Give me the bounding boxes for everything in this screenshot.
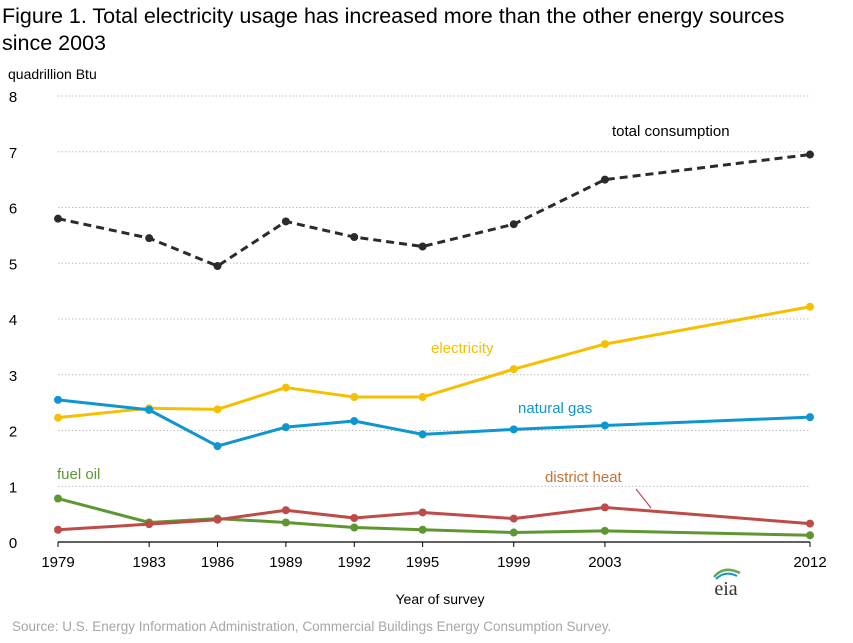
data-point-electricity-1992 bbox=[350, 393, 359, 402]
series-line-natural-gas bbox=[57, 398, 811, 448]
data-point-natural-gas-1989 bbox=[281, 423, 290, 432]
y-tick-label-8: 8 bbox=[9, 89, 17, 106]
series-line-electricity bbox=[57, 305, 811, 420]
data-point-total-consumption-2012 bbox=[806, 150, 814, 159]
data-point-total-consumption-1989 bbox=[281, 217, 290, 226]
data-point-fuel-oil-1992 bbox=[350, 523, 359, 532]
x-tick-label-2003: 2003 bbox=[588, 554, 621, 571]
data-point-fuel-oil-1999 bbox=[509, 528, 518, 537]
y-tick-label-7: 7 bbox=[9, 145, 17, 162]
data-point-electricity-2003 bbox=[600, 340, 609, 349]
x-axis-title: Year of survey bbox=[396, 591, 485, 607]
x-tick-label-1986: 1986 bbox=[201, 554, 234, 571]
data-point-district-heat-1999 bbox=[509, 514, 518, 523]
series-label-natural-gas: natural gas bbox=[518, 400, 592, 417]
data-point-fuel-oil-1995 bbox=[418, 525, 427, 534]
chart-title-line-1: Figure 1. Total electricity usage has in… bbox=[2, 4, 785, 28]
data-point-district-heat-2003 bbox=[600, 503, 609, 512]
series-label-total-consumption: total consumption bbox=[612, 123, 730, 140]
data-point-total-consumption-1992 bbox=[350, 233, 359, 242]
data-point-district-heat-2012 bbox=[806, 519, 814, 528]
eia-logo: eia bbox=[713, 568, 741, 599]
x-tick-label-1979: 1979 bbox=[41, 554, 74, 571]
y-tick-label-3: 3 bbox=[9, 368, 17, 385]
data-point-total-consumption-1995 bbox=[418, 242, 427, 251]
chart-title: Figure 1. Total electricity usage has in… bbox=[2, 3, 852, 57]
data-point-district-heat-1989 bbox=[281, 506, 290, 515]
data-point-district-heat-1979 bbox=[54, 525, 62, 534]
y-tick-label-5: 5 bbox=[9, 256, 17, 273]
data-point-electricity-1989 bbox=[281, 383, 290, 392]
series-line-total-consumption bbox=[57, 153, 811, 268]
x-tick-label-1999: 1999 bbox=[497, 554, 530, 571]
series-label-electricity: electricity bbox=[431, 340, 494, 357]
data-point-total-consumption-1983 bbox=[145, 234, 154, 243]
y-tick-label-4: 4 bbox=[9, 312, 17, 329]
data-point-natural-gas-2003 bbox=[600, 421, 609, 430]
series-line-fuel-oil bbox=[57, 497, 811, 537]
chart-title-line-2: since 2003 bbox=[2, 31, 106, 55]
x-tick-label-1989: 1989 bbox=[269, 554, 302, 571]
eia-logo-arc-blue bbox=[715, 572, 738, 580]
data-point-natural-gas-1992 bbox=[350, 417, 359, 426]
data-point-district-heat-1983 bbox=[145, 520, 154, 529]
data-point-fuel-oil-1979 bbox=[54, 494, 62, 503]
data-point-electricity-1999 bbox=[509, 365, 518, 374]
eia-logo-text: eia bbox=[714, 578, 737, 599]
data-point-natural-gas-1999 bbox=[509, 425, 518, 434]
data-point-district-heat-1995 bbox=[418, 508, 427, 517]
x-tick-label-1992: 1992 bbox=[338, 554, 371, 571]
data-point-total-consumption-1979 bbox=[54, 214, 62, 223]
data-point-total-consumption-1986 bbox=[213, 262, 222, 271]
series-line-district-heat bbox=[57, 505, 811, 532]
data-point-natural-gas-1979 bbox=[54, 395, 62, 404]
x-tick-label-2012: 2012 bbox=[793, 554, 826, 571]
data-point-district-heat-1986 bbox=[213, 515, 222, 524]
data-point-district-heat-1992 bbox=[350, 514, 359, 523]
y-tick-label-6: 6 bbox=[9, 201, 17, 218]
source-note: Source: U.S. Energy Information Administ… bbox=[12, 619, 612, 634]
y-tick-label-2: 2 bbox=[9, 424, 17, 441]
data-point-natural-gas-1995 bbox=[418, 430, 427, 439]
data-point-fuel-oil-1989 bbox=[281, 518, 290, 527]
series-label-district-heat: district heat bbox=[545, 469, 623, 486]
data-point-total-consumption-2003 bbox=[600, 175, 609, 184]
data-point-electricity-1986 bbox=[213, 405, 222, 414]
series-label-fuel-oil: fuel oil bbox=[57, 466, 100, 483]
data-point-electricity-1995 bbox=[418, 393, 427, 402]
x-tick-label-1983: 1983 bbox=[132, 554, 165, 571]
data-point-total-consumption-1999 bbox=[509, 220, 518, 229]
data-point-electricity-2012 bbox=[806, 302, 814, 311]
data-point-natural-gas-1983 bbox=[145, 405, 154, 414]
data-point-natural-gas-2012 bbox=[806, 413, 814, 422]
district-heat-leader-line bbox=[635, 488, 652, 509]
x-tick-label-1995: 1995 bbox=[406, 554, 439, 571]
data-point-fuel-oil-2003 bbox=[600, 526, 609, 535]
eia-logo-arc-green bbox=[713, 568, 741, 578]
data-point-fuel-oil-2012 bbox=[806, 531, 814, 540]
data-point-natural-gas-1986 bbox=[213, 442, 222, 451]
y-axis-unit-label: quadrillion Btu bbox=[8, 66, 97, 82]
data-point-electricity-1979 bbox=[54, 413, 62, 422]
y-tick-label-0: 0 bbox=[9, 535, 17, 552]
y-tick-label-1: 1 bbox=[9, 479, 17, 496]
